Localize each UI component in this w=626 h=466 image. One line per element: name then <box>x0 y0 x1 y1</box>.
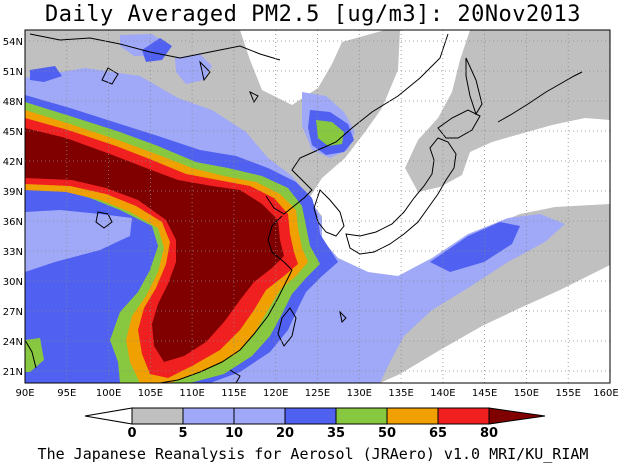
lat-label: 21N <box>3 367 23 378</box>
lake-4 <box>249 90 259 104</box>
india-coast <box>25 339 37 369</box>
lat-label: 42N <box>3 157 23 168</box>
colorbar-swatch-0 <box>84 407 133 425</box>
island-1 <box>339 310 347 324</box>
japan-honshu <box>345 137 457 255</box>
lat-label: 45N <box>3 127 23 138</box>
colorbar-label: 5 <box>178 426 187 441</box>
sakhalin <box>465 57 483 116</box>
lake-3 <box>95 211 113 229</box>
lat-label: 24N <box>3 337 23 348</box>
colorbar-swatch-7 <box>437 407 490 425</box>
colorbar-swatch-2 <box>182 407 235 425</box>
lon-label: 105E <box>138 388 163 399</box>
colorbar-swatch-3 <box>233 407 286 425</box>
lat-label: 27N <box>3 307 23 318</box>
map-frame <box>24 29 611 384</box>
colorbar-swatch-8 <box>488 407 546 425</box>
china-south-coast <box>159 215 293 383</box>
colorbar-label: 20 <box>276 426 294 441</box>
korea-coast <box>313 189 345 237</box>
lat-label: 51N <box>3 67 23 78</box>
lon-label: 110E <box>179 388 204 399</box>
lon-label: 90E <box>15 388 34 399</box>
colorbar-label: 50 <box>378 426 396 441</box>
japan-hokkaido <box>437 109 481 139</box>
level-maroon <box>25 128 284 362</box>
lon-label: 150E <box>514 388 539 399</box>
lat-label: 48N <box>3 97 23 108</box>
lon-label: 160E <box>593 388 618 399</box>
lat-label: 54N <box>3 37 23 48</box>
lon-label: 135E <box>388 388 413 399</box>
lon-label: 145E <box>472 388 497 399</box>
taiwan <box>277 307 297 347</box>
colorbar-swatch-6 <box>386 407 439 425</box>
longitude-labels: 90E 95E 100E 105E 110E 115E 120E 125E 13… <box>15 388 618 399</box>
lat-label: 30N <box>3 277 23 288</box>
colorbar-label: 65 <box>429 426 447 441</box>
lat-label: 36N <box>3 217 23 228</box>
lon-label: 155E <box>555 388 580 399</box>
lon-label: 100E <box>96 388 121 399</box>
map-title: Daily Averaged PM2.5 [ug/m3]: 20Nov2013 <box>44 2 582 27</box>
colorbar-label: 80 <box>480 426 498 441</box>
lat-label: 33N <box>3 247 23 258</box>
concentration-field <box>25 30 610 383</box>
colorbar-label: 10 <box>225 426 243 441</box>
colorbar-swatch-5 <box>335 407 388 425</box>
latitude-labels: 54N 51N 48N 45N 42N 39N 36N 33N 30N 27N … <box>3 37 23 378</box>
colorbar-labels: 0 5 10 20 35 50 65 80 <box>127 426 498 441</box>
kuril-islands <box>497 71 583 123</box>
lon-label: 125E <box>305 388 330 399</box>
colorbar-swatch-4 <box>284 407 337 425</box>
lon-label: 115E <box>221 388 246 399</box>
graticule <box>25 30 610 383</box>
lon-label: 140E <box>430 388 455 399</box>
border-north <box>29 33 281 61</box>
colorbar-label: 35 <box>327 426 345 441</box>
lon-label: 95E <box>57 388 76 399</box>
colorbar <box>84 407 546 425</box>
colorbar-label: 0 <box>127 426 136 441</box>
lat-label: 39N <box>3 187 23 198</box>
mainland-coast <box>265 33 449 215</box>
lon-label: 130E <box>347 388 372 399</box>
lon-label: 120E <box>263 388 288 399</box>
coastlines <box>25 33 583 383</box>
hainan <box>229 369 241 383</box>
footer-credit: The Japanese Reanalysis for Aerosol (JRA… <box>37 445 589 463</box>
colorbar-swatch-1 <box>131 407 184 425</box>
lake-1 <box>101 67 119 85</box>
